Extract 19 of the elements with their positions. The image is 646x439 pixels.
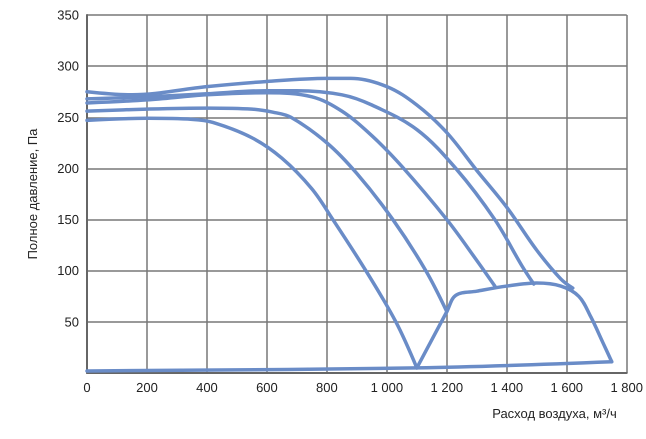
x-tick-label: 1 000	[370, 380, 404, 395]
y-tick-label: 350	[57, 8, 79, 22]
x-tick-label: 1 400	[490, 380, 524, 395]
y-tick-label: 300	[57, 58, 79, 74]
x-tick-label: 1 200	[430, 380, 464, 395]
y-tick-label: 200	[57, 160, 79, 176]
y-tick-label: 250	[57, 110, 79, 125]
y-tick-label: 50	[64, 314, 79, 330]
x-axis-title: Расход воздуха, м³/ч	[492, 406, 617, 421]
x-tick-label: 1 800	[610, 380, 644, 395]
y-tick-label: 150	[57, 212, 79, 228]
y-tick-label: 100	[57, 263, 79, 278]
x-tick-label: 200	[136, 380, 158, 395]
x-tick-label: 1 600	[550, 380, 584, 395]
x-tick-label: 0	[83, 380, 91, 395]
x-tick-label: 600	[256, 380, 278, 395]
x-tick-label: 800	[316, 380, 338, 395]
x-tick-label: 400	[196, 380, 218, 395]
y-axis-title: Полное давление, Па	[25, 128, 40, 260]
